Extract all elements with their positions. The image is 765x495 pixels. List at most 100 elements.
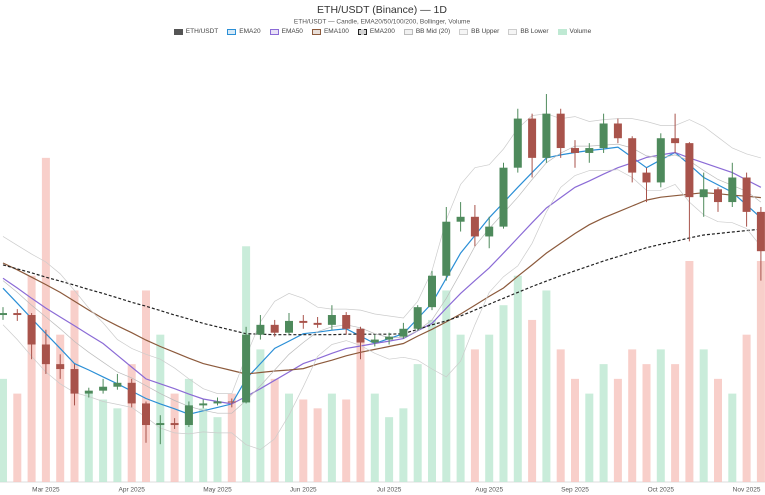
volume-bar bbox=[413, 364, 422, 482]
volume-bar bbox=[571, 378, 579, 482]
volume-bar bbox=[327, 393, 336, 482]
legend-item[interactable]: BB Upper bbox=[459, 28, 499, 35]
volume-bar bbox=[442, 290, 451, 482]
volume-bar bbox=[399, 408, 408, 482]
volume-bar bbox=[342, 399, 351, 482]
candle-body bbox=[470, 216, 479, 237]
candle-body bbox=[542, 113, 551, 158]
volume-bar bbox=[742, 334, 751, 482]
candle-body bbox=[642, 172, 651, 183]
candle-body bbox=[156, 423, 165, 426]
candle-body bbox=[685, 143, 694, 198]
candle-body bbox=[127, 382, 136, 404]
volume-bar bbox=[41, 157, 50, 482]
volume-bar bbox=[142, 290, 150, 482]
candle-body bbox=[327, 315, 336, 325]
legend-label: EMA200 bbox=[369, 28, 395, 35]
line-ema100 bbox=[2, 192, 761, 375]
candle-body bbox=[671, 138, 680, 144]
x-tick-label: Oct 2025 bbox=[648, 487, 675, 494]
candle-body bbox=[428, 275, 436, 308]
volume-bar bbox=[556, 349, 565, 482]
legend-label: EMA100 bbox=[323, 28, 349, 35]
volume-bar bbox=[313, 408, 322, 482]
legend-swatch bbox=[173, 28, 183, 35]
volume-bar bbox=[256, 349, 265, 482]
legend-label: EMA20 bbox=[239, 28, 261, 35]
x-tick-label: Nov 2025 bbox=[733, 487, 761, 494]
volume-bar bbox=[385, 417, 394, 482]
volume-bar bbox=[699, 349, 708, 482]
volume-bar bbox=[84, 393, 93, 482]
chart-title: ETH/USDT (Binance) — 1D bbox=[317, 4, 447, 16]
volume-bar bbox=[613, 378, 622, 482]
candle-body bbox=[528, 118, 537, 158]
x-tick-label: Jun 2025 bbox=[290, 487, 317, 494]
candle-body bbox=[142, 403, 150, 426]
volume-bar bbox=[127, 364, 136, 482]
volume-bar bbox=[642, 364, 651, 482]
volume-bar bbox=[428, 319, 436, 482]
candle-body bbox=[728, 177, 737, 203]
legend-item[interactable]: Volume bbox=[557, 28, 591, 35]
candle-body bbox=[227, 401, 236, 403]
volume-bar bbox=[456, 334, 465, 482]
candle-body bbox=[113, 382, 122, 387]
line-bb-upper bbox=[2, 113, 761, 394]
candle-body bbox=[370, 339, 379, 343]
volume-bar bbox=[585, 393, 594, 482]
volume-bar bbox=[299, 399, 308, 482]
candle-body bbox=[456, 216, 465, 222]
candle-body bbox=[184, 405, 193, 426]
legend-swatch bbox=[557, 28, 567, 35]
legend-swatch bbox=[357, 28, 367, 35]
volume-bar bbox=[671, 364, 680, 482]
candle-body bbox=[0, 313, 7, 316]
legend-label: ETH/USDT bbox=[185, 28, 219, 35]
volume-bar bbox=[628, 349, 637, 482]
candle-body bbox=[599, 123, 608, 149]
legend-item[interactable]: ETH/USDT bbox=[173, 28, 219, 35]
volume-bar bbox=[513, 275, 522, 482]
volume-bar bbox=[728, 393, 737, 482]
legend-item[interactable]: EMA50 bbox=[269, 28, 303, 35]
candle-body bbox=[70, 369, 79, 394]
candle-body bbox=[399, 328, 408, 337]
candle-body bbox=[84, 390, 93, 394]
volume-bar bbox=[99, 399, 108, 482]
candle-body bbox=[714, 189, 722, 203]
legend-item[interactable]: EMA20 bbox=[227, 28, 261, 35]
volume-bar bbox=[370, 393, 379, 482]
candle-body bbox=[170, 423, 179, 426]
candle-body bbox=[27, 315, 36, 345]
volume-bar bbox=[199, 408, 208, 482]
candle-body bbox=[756, 211, 765, 252]
candle-body bbox=[628, 138, 637, 173]
line-bb-lower bbox=[2, 169, 762, 450]
legend-item[interactable]: BB Lower bbox=[508, 28, 549, 35]
x-tick-label: May 2025 bbox=[203, 487, 232, 494]
legend-swatch bbox=[459, 28, 469, 35]
volume-bar bbox=[0, 378, 7, 482]
candle-body bbox=[41, 344, 50, 365]
legend-item[interactable]: BB Mid (20) bbox=[403, 28, 450, 35]
x-tick-label: Aug 2025 bbox=[475, 487, 503, 494]
candle-body bbox=[513, 118, 522, 168]
candle-body bbox=[242, 334, 251, 403]
candle-body bbox=[742, 177, 751, 212]
volume-bar bbox=[714, 378, 722, 482]
volume-bar bbox=[213, 417, 222, 482]
candle-body bbox=[613, 123, 622, 139]
volume-bar bbox=[285, 393, 293, 482]
volume-bar bbox=[599, 364, 608, 482]
legend-swatch bbox=[269, 28, 279, 35]
volume-bar bbox=[470, 349, 479, 482]
candle-body bbox=[413, 307, 422, 329]
volume-bar bbox=[170, 393, 179, 482]
volume-bar bbox=[13, 393, 22, 482]
legend-item[interactable]: EMA200 bbox=[357, 28, 395, 35]
legend-item[interactable]: EMA100 bbox=[311, 28, 349, 35]
legend-label: BB Lower bbox=[520, 28, 549, 35]
